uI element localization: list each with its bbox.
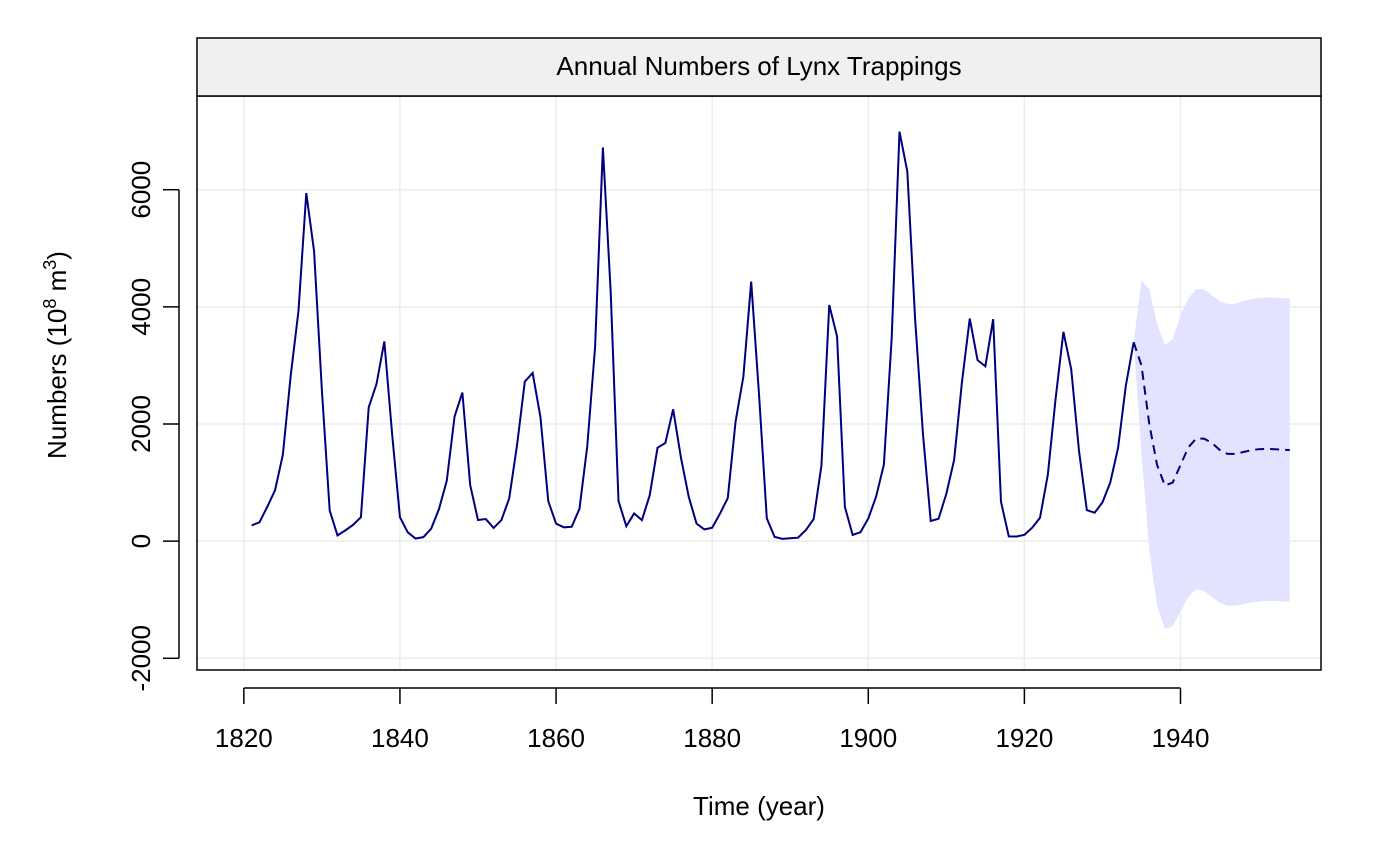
x-tick-label-1840: 1840 bbox=[371, 723, 429, 753]
y-axis-label-exp1: 8 bbox=[40, 299, 60, 309]
y-tick-label--2000: -2000 bbox=[126, 625, 156, 692]
grid-lines bbox=[197, 96, 1321, 670]
y-tick-label-0: 0 bbox=[126, 534, 156, 548]
x-tick-label-1920: 1920 bbox=[995, 723, 1053, 753]
y-axis-label-suffix: ) bbox=[42, 251, 72, 260]
y-axis-label-prefix: Numbers (10 bbox=[42, 309, 72, 459]
observed-series-line bbox=[251, 131, 1135, 540]
y-axis: -2000 0 2000 4000 6000 bbox=[126, 161, 180, 692]
y-tick-label-6000: 6000 bbox=[126, 161, 156, 219]
y-axis-label-middle: m bbox=[42, 270, 72, 299]
x-tick-label-1880: 1880 bbox=[683, 723, 741, 753]
x-tick-label-1820: 1820 bbox=[215, 723, 273, 753]
title-strip bbox=[196, 37, 1322, 97]
x-tick-label-1860: 1860 bbox=[527, 723, 585, 753]
forecast-confidence-band bbox=[1133, 280, 1290, 629]
y-tick-label-2000: 2000 bbox=[126, 395, 156, 453]
y-tick-label-4000: 4000 bbox=[126, 278, 156, 336]
y-axis-label: Numbers (108 m3) bbox=[40, 251, 72, 459]
x-axis: 1820 1840 1860 1880 1900 1920 1940 bbox=[215, 687, 1210, 753]
x-axis-label: Time (year) bbox=[693, 791, 825, 821]
x-tick-label-1900: 1900 bbox=[839, 723, 897, 753]
chart-title: Annual Numbers of Lynx Trappings bbox=[556, 51, 961, 81]
x-tick-label-1940: 1940 bbox=[1152, 723, 1210, 753]
forecast-series-line bbox=[1132, 341, 1290, 487]
y-axis-label-exp2: 3 bbox=[40, 260, 60, 270]
